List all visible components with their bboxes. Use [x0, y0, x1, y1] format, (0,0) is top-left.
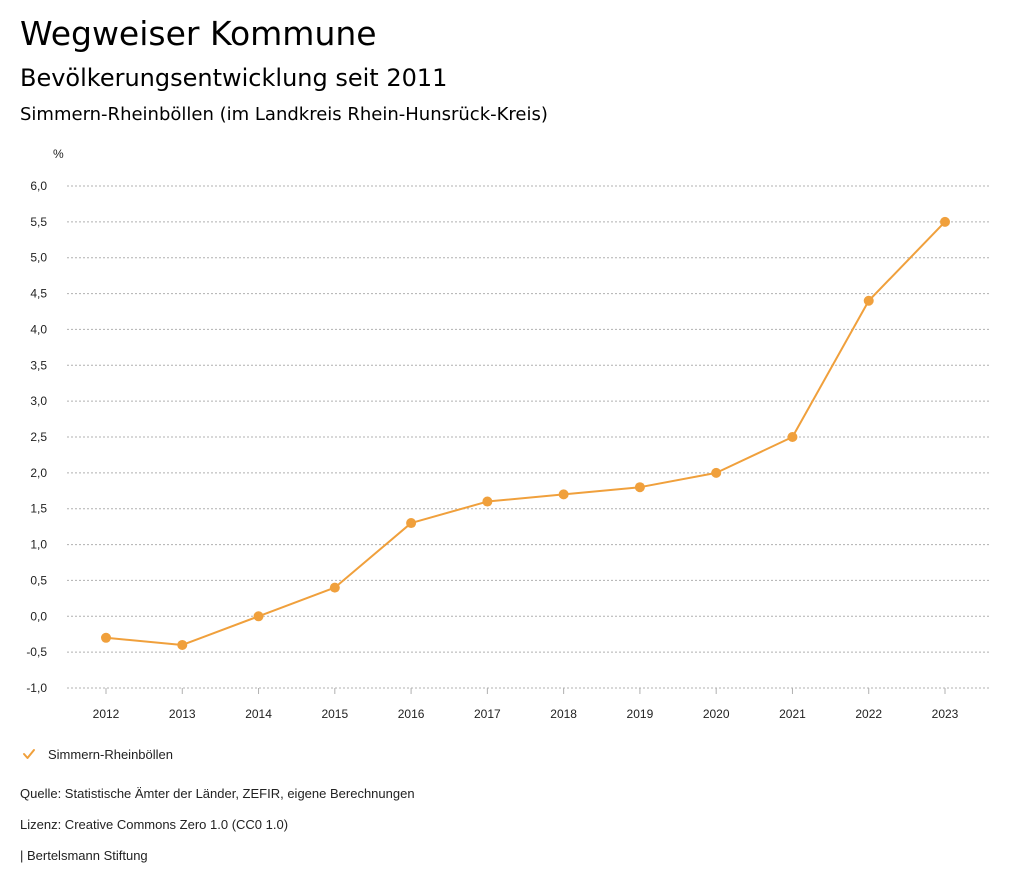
y-tick-label: -1,0: [26, 681, 47, 695]
legend-label: Simmern-Rheinböllen: [48, 746, 173, 762]
x-tick-label: 2022: [855, 707, 882, 721]
grid-lines: [67, 185, 990, 689]
x-tick-label: 2019: [627, 707, 654, 721]
y-tick-label: 4,0: [30, 322, 47, 336]
y-tick-label: 3,0: [30, 394, 47, 408]
legend-item-simmern-rheinboellen[interactable]: Simmern-Rheinböllen: [22, 744, 173, 764]
data-point: [863, 295, 874, 306]
x-tick-label: 2018: [550, 707, 577, 721]
data-point: [406, 518, 417, 529]
data-point: [329, 582, 340, 593]
series-points: [101, 216, 950, 650]
y-tick-label: 1,0: [30, 538, 47, 552]
data-point: [253, 611, 264, 622]
y-tick-label: 2,0: [30, 466, 47, 480]
y-axis-ticks: 6,0 5,5 5,0 4,5 4,0 3,5 3,0 2,5 2,0 1,5 1,0 0,5 0,0 -…: [26, 179, 47, 695]
y-tick-label: 1,5: [30, 502, 47, 516]
license-note: Lizenz: Creative Commons Zero 1.0 (CC0 1…: [20, 817, 289, 832]
y-tick-label: 0,5: [30, 573, 47, 587]
data-point: [558, 489, 569, 500]
y-axis-unit-label: %: [53, 147, 64, 161]
x-tick-label: 2013: [169, 707, 196, 721]
y-tick-label: 5,5: [30, 215, 47, 229]
y-tick-label: 5,0: [30, 251, 47, 265]
page-title: Wegweiser Kommune: [20, 14, 377, 53]
y-tick-label: 6,0: [30, 179, 47, 193]
x-tick-label: 2012: [93, 707, 120, 721]
data-point: [101, 632, 111, 643]
x-tick-label: 2021: [779, 707, 806, 721]
organization-note: | Bertelsmann Stiftung: [20, 848, 148, 863]
x-tick-label: 2023: [932, 707, 959, 721]
x-tick-label: 2016: [398, 707, 425, 721]
y-tick-label: 0,0: [30, 609, 47, 623]
line-chart: % 6,0 5,5 5,0 4,5 4,0 3,5 3,0 2,5 2,0 1,5 1,0 0,5 0,…: [26, 147, 990, 721]
x-axis-ticks: 2012 2013 2014 2015 2016 2017 2018 2019 2020 2021…: [93, 688, 959, 721]
data-point: [940, 216, 950, 227]
series-line: [105, 221, 946, 646]
y-tick-label: 4,5: [30, 287, 47, 301]
data-point: [634, 482, 645, 493]
checkmark-icon: [23, 749, 35, 759]
x-tick-label: 2020: [703, 707, 730, 721]
x-tick-label: 2015: [321, 707, 348, 721]
data-point: [482, 496, 493, 507]
source-note: Quelle: Statistische Ämter der Länder, Z…: [20, 786, 415, 801]
series-lines: [105, 221, 946, 646]
data-point: [787, 432, 798, 442]
y-tick-label: -0,5: [26, 645, 47, 659]
x-tick-label: 2014: [245, 707, 272, 721]
y-tick-label: 3,5: [30, 358, 47, 372]
chart-subtitle: Bevölkerungsentwicklung seit 2011: [20, 64, 448, 92]
data-point: [711, 467, 722, 478]
data-point: [177, 639, 188, 650]
y-tick-label: 2,5: [30, 430, 47, 444]
region-title: Simmern-Rheinböllen (im Landkreis Rhein-…: [20, 104, 548, 125]
x-tick-label: 2017: [474, 707, 501, 721]
